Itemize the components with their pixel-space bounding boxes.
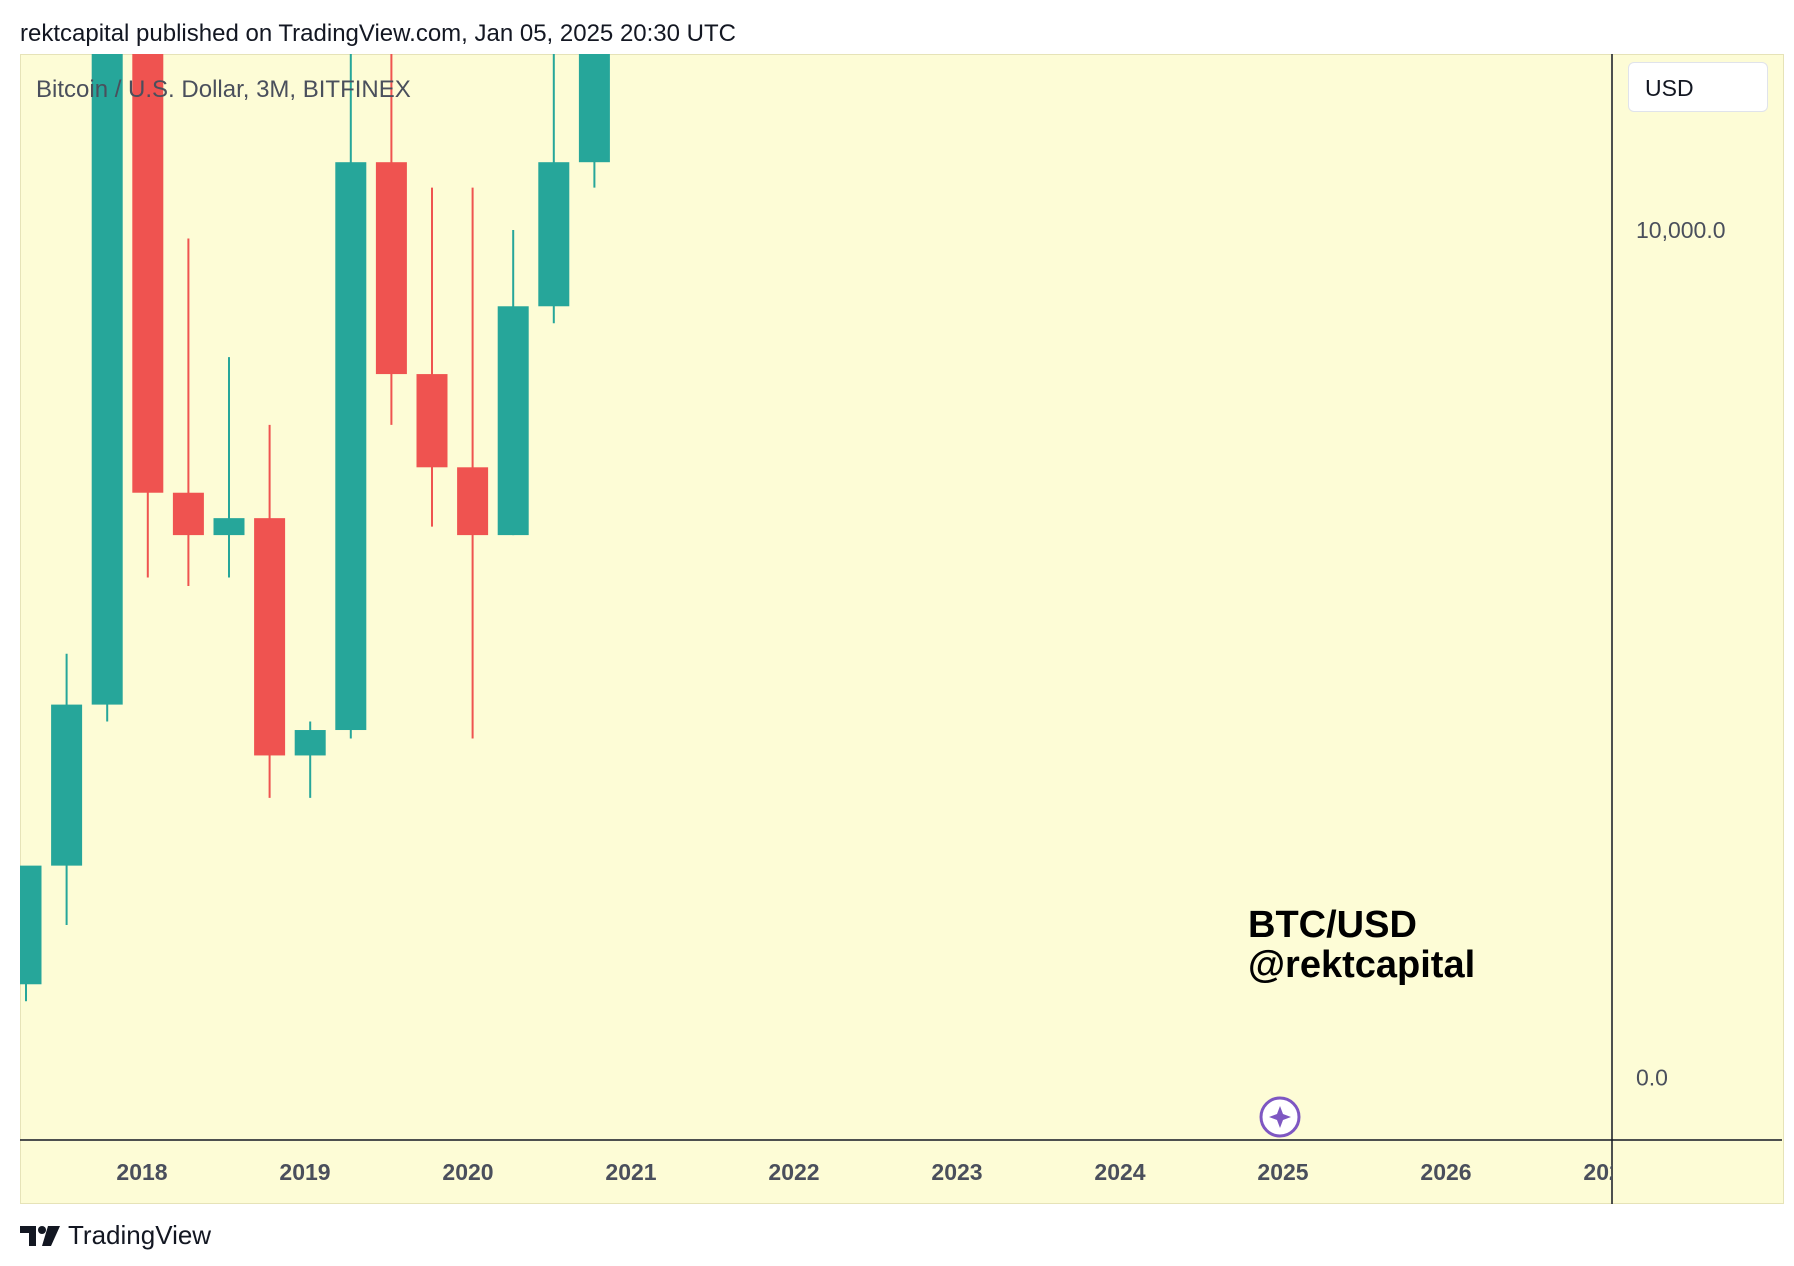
- footer-brand[interactable]: TradingView: [20, 1220, 211, 1251]
- candle-body: [254, 518, 286, 756]
- candle-body: [172, 492, 204, 536]
- symbol-title: Bitcoin / U.S. Dollar, 3M, BITFINEX: [36, 76, 411, 103]
- year-tick-label: 2021: [605, 1159, 656, 1185]
- candle-2020-Q1[interactable]: [457, 187, 489, 739]
- year-tick-label: 2023: [931, 1159, 982, 1185]
- price-tick-label: 0.0: [1636, 1065, 1668, 1091]
- candle-body: [497, 306, 529, 536]
- year-tick-label: 2020: [442, 1159, 493, 1185]
- candle-body: [538, 162, 570, 307]
- candle-2018-Q3[interactable]: [213, 357, 245, 578]
- publisher-line: rektcapital published on TradingView.com…: [20, 20, 736, 47]
- annotation-handle: @rektcapital: [1248, 944, 1475, 986]
- year-tick-label: 2019: [279, 1159, 330, 1185]
- candle-2017-Q2[interactable]: [11, 865, 42, 1002]
- candles-layer: [11, 0, 610, 1002]
- candle-body: [20, 865, 42, 985]
- candle-2019-Q1[interactable]: [294, 721, 326, 798]
- candle-body: [335, 162, 367, 731]
- candle-body: [578, 54, 610, 163]
- candle-2020-Q3[interactable]: [538, 27, 570, 324]
- candle-2019-Q3[interactable]: [375, 0, 407, 425]
- candle-2018-Q1[interactable]: [132, 0, 164, 578]
- sparkle-icon[interactable]: [1259, 1096, 1301, 1138]
- candle-2017-Q3[interactable]: [51, 653, 83, 925]
- annotation-pair: BTC/USD: [1248, 904, 1417, 946]
- tradingview-brand: TradingView: [68, 1220, 212, 1250]
- year-tick-label: 2022: [768, 1159, 819, 1185]
- year-tick-label: 2026: [1420, 1159, 1471, 1185]
- candle-2019-Q2[interactable]: [335, 0, 367, 739]
- candle-body: [51, 704, 83, 866]
- year-tick-label: 2025: [1257, 1159, 1308, 1185]
- year-tick-label: 2018: [116, 1159, 167, 1185]
- price-axis: 0.010,000.020,000.030,000.040,000.050,00…: [1611, 54, 1726, 1204]
- year-tick-label: 2024: [1094, 1159, 1145, 1185]
- candle-2020-Q2[interactable]: [497, 230, 529, 536]
- candle-2019-Q4[interactable]: [416, 187, 448, 527]
- candle-body: [294, 730, 326, 756]
- currency-button[interactable]: USD: [1628, 62, 1768, 112]
- annotation-layer: BTC/USD @rektcapital: [1248, 904, 1475, 1138]
- candle-body: [132, 54, 164, 493]
- candle-body: [457, 467, 489, 536]
- candle-2017-Q4[interactable]: [91, 0, 123, 722]
- candle-body: [375, 162, 407, 375]
- candle-body: [213, 518, 245, 536]
- price-tick-label: 10,000.0: [1636, 217, 1726, 243]
- candle-body: [91, 54, 123, 705]
- candle-body: [416, 374, 448, 468]
- year-tick-label: 2027: [1583, 1159, 1634, 1185]
- tradingview-logo-icon: [20, 1225, 60, 1246]
- candle-2018-Q2[interactable]: [172, 238, 204, 586]
- chart-area[interactable]: [20, 54, 1784, 1204]
- candle-2018-Q4[interactable]: [254, 424, 286, 798]
- time-axis: 2018 2019 2020 2021 2022 2023 2024 2025 2026 2027: [20, 1139, 1782, 1185]
- candle-2020-Q4[interactable]: [578, 0, 610, 188]
